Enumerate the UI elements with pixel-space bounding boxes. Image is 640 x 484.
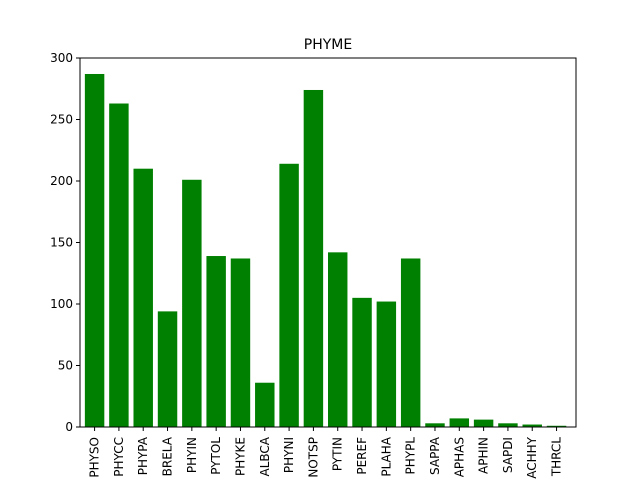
bar-phyni <box>279 163 299 427</box>
x-tick-label-sapdi: SAPDI <box>501 437 515 473</box>
y-tick-label: 50 <box>58 359 73 373</box>
x-tick-label-pytin: PYTIN <box>331 437 345 471</box>
x-tick-label-thrcl: THRCL <box>550 437 564 477</box>
y-tick-label: 0 <box>65 420 73 434</box>
bars-group <box>84 73 567 428</box>
y-tick-label: 100 <box>50 297 73 311</box>
bar-aphas <box>449 418 470 427</box>
plot-frame <box>79 57 577 428</box>
bar-brela <box>157 311 178 427</box>
y-axis: 0 50 100 150 200 250 300 <box>50 51 80 434</box>
x-tick-label-phyin: PHYIN <box>185 437 199 473</box>
x-tick-label-physo: PHYSO <box>88 437 102 478</box>
bar-sapdi <box>498 423 518 427</box>
bar-achhy <box>522 424 542 427</box>
bar-albca <box>255 382 275 427</box>
chart-title: PHYME <box>304 37 352 53</box>
bar-pytol <box>206 256 226 427</box>
bar-physo <box>84 73 105 428</box>
bar-phypa <box>133 168 153 427</box>
bar-phyin <box>182 179 202 427</box>
x-tick-label-notsp: NOTSP <box>306 437 320 478</box>
x-tick-label-peref: PEREF <box>355 437 369 475</box>
x-tick-label-aphin: APHIN <box>477 437 491 474</box>
x-axis: PHYSO PHYCC PHYPA BRELA PHYIN PYTOL PHYKE ALBCA… <box>88 427 564 479</box>
bar-notsp <box>303 89 324 427</box>
x-tick-label-phyke: PHYKE <box>233 437 247 476</box>
x-tick-label-phyni: PHYNI <box>282 437 296 473</box>
bar-phycc <box>109 103 129 427</box>
bar-thrcl <box>546 425 567 427</box>
bar-phyke <box>230 258 251 427</box>
x-tick-label-phypl: PHYPL <box>404 437 418 475</box>
bar-pytin <box>328 252 348 427</box>
y-tick-label: 250 <box>50 113 73 127</box>
y-tick-label: 150 <box>50 236 73 250</box>
bar-aphin <box>473 419 494 427</box>
x-tick-label-pytol: PYTOL <box>209 437 223 475</box>
x-tick-label-plaha: PLAHA <box>379 436 393 476</box>
x-tick-label-phycc: PHYCC <box>112 437 126 477</box>
bar-sappa <box>425 423 445 427</box>
x-tick-label-phypa: PHYPA <box>136 436 150 475</box>
bar-phypl <box>400 258 421 427</box>
y-tick-label: 200 <box>50 174 73 188</box>
y-tick-label: 300 <box>50 51 73 65</box>
x-tick-label-sappa: SAPPA <box>428 436 442 475</box>
x-tick-label-brela: BRELA <box>161 436 175 476</box>
x-tick-label-achhy: ACHHY <box>525 436 539 478</box>
x-tick-label-albca: ALBCA <box>258 436 272 476</box>
x-tick-label-aphas: APHAS <box>452 437 466 477</box>
bar-plaha <box>376 301 397 427</box>
bar-peref <box>352 297 372 427</box>
